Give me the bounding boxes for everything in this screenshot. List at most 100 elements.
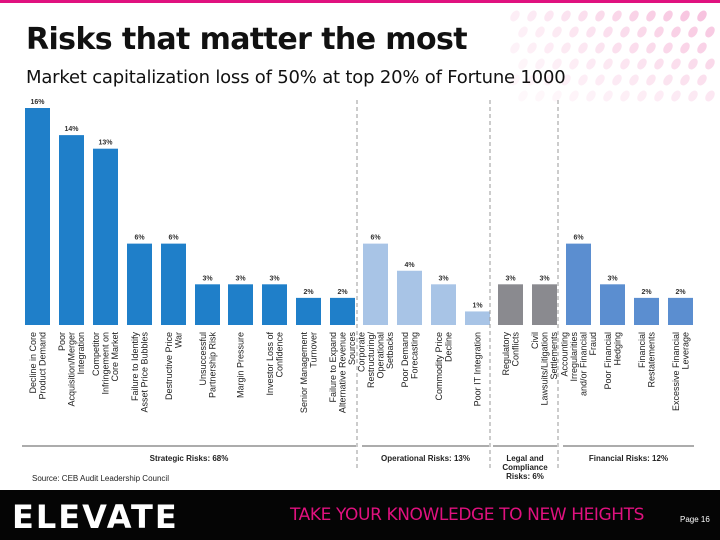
- decor-dot: [527, 42, 537, 54]
- decor-dot: [705, 90, 715, 102]
- decor-dot: [552, 90, 562, 102]
- bar: [127, 243, 152, 325]
- decor-dot: [586, 90, 596, 102]
- decor-dot: [629, 10, 639, 22]
- decor-dot: [510, 10, 520, 22]
- bar-value-label: 6%: [168, 235, 179, 242]
- decor-dot: [612, 42, 622, 54]
- decor-dot: [697, 10, 707, 22]
- decor-dot: [578, 42, 588, 54]
- category-label: CivilLawsuits/LitigationSettlements: [530, 332, 559, 406]
- risk-bar-chart: 16% Decline in CoreProduct Demand 14% PoorA…: [22, 99, 694, 481]
- decor-dot: [544, 74, 554, 86]
- decor-dot: [586, 26, 596, 38]
- decor-dot: [535, 26, 545, 38]
- top-accent-rule: [0, 0, 720, 3]
- decor-dot: [612, 74, 622, 86]
- decor-dot: [544, 42, 554, 54]
- decor-dot: [561, 10, 571, 22]
- decor-dot: [646, 10, 656, 22]
- bar-value-label: 1%: [472, 302, 483, 309]
- decor-dot: [654, 58, 664, 70]
- category-label: AccountingIrregularitiesand/or Financial…: [559, 332, 598, 397]
- bar-value-label: 3%: [438, 275, 449, 282]
- footer-tagline: TAKE YOUR KNOWLEDGE TO NEW HEIGHTS: [290, 505, 645, 525]
- footer-bar: ELEVATE TAKE YOUR KNOWLEDGE TO NEW HEIGH…: [0, 490, 720, 540]
- category-label: Margin Pressure: [236, 332, 246, 398]
- decor-dot: [595, 42, 605, 54]
- decor-dot: [518, 26, 528, 38]
- decor-dot: [680, 74, 690, 86]
- group-label: Legal and Compliance Risks: 6%: [502, 454, 548, 481]
- category-label: Poor FinancialHedging: [603, 332, 623, 390]
- bar-value-label: 2%: [303, 289, 314, 296]
- decor-dot: [620, 90, 630, 102]
- bar: [228, 284, 253, 325]
- source-note: Source: CEB Audit Leadership Council: [32, 474, 169, 483]
- bar-value-label: 3%: [269, 275, 280, 282]
- decor-dot: [535, 58, 545, 70]
- decor-dot: [680, 42, 690, 54]
- decor-dot: [705, 58, 715, 70]
- bar: [93, 148, 118, 325]
- bar: [363, 243, 388, 325]
- group-label: Strategic Risks: 68%: [150, 454, 229, 463]
- decor-dot: [578, 10, 588, 22]
- decor-dot: [637, 26, 647, 38]
- bar: [161, 243, 186, 325]
- bar-value-label: 3%: [235, 275, 246, 282]
- decor-dot: [527, 10, 537, 22]
- category-label: Destructive PriceWar: [164, 332, 184, 400]
- decor-dot: [595, 10, 605, 22]
- decor-dot: [705, 26, 715, 38]
- bar: [600, 284, 625, 325]
- decor-dot: [688, 90, 698, 102]
- bar-value-label: 14%: [64, 126, 79, 133]
- bar-value-label: 6%: [370, 235, 381, 242]
- slide-subtitle: Market capitalization loss of 50% at top…: [26, 67, 566, 88]
- category-label: Failure to IdentifyAsset Price Bubbles: [130, 332, 150, 413]
- decor-dot: [569, 58, 579, 70]
- bar: [431, 284, 456, 325]
- page-number: Page 16: [680, 515, 710, 524]
- bar: [59, 135, 84, 325]
- category-label: Senior ManagementTurnover: [299, 332, 319, 414]
- decor-dot: [544, 10, 554, 22]
- decor-dot: [663, 42, 673, 54]
- decor-dot: [527, 74, 537, 86]
- decor-dot: [578, 74, 588, 86]
- decor-dot: [637, 90, 647, 102]
- category-label: UnsuccessfulPartnership Risk: [198, 332, 218, 399]
- decor-dot: [688, 58, 698, 70]
- bar: [634, 297, 659, 325]
- bar: [195, 284, 220, 325]
- bar: [668, 297, 693, 325]
- bar-value-label: 4%: [404, 262, 415, 269]
- bar-value-label: 2%: [675, 289, 686, 296]
- category-label: Poor IT Integration: [473, 332, 483, 406]
- decor-dot: [663, 74, 673, 86]
- category-label: FinancialRestatements: [637, 332, 657, 388]
- category-label: Decline in CoreProduct Demand: [28, 332, 48, 400]
- bar-value-label: 3%: [607, 275, 618, 282]
- category-label: PoorAcquisition/MergerIntegration: [57, 332, 86, 407]
- decor-dot: [671, 90, 681, 102]
- decor-dot: [646, 42, 656, 54]
- decor-dot: [612, 10, 622, 22]
- bar-value-label: 3%: [505, 275, 516, 282]
- bar: [296, 297, 321, 325]
- decor-dot: [680, 10, 690, 22]
- decor-dot: [620, 58, 630, 70]
- decor-dot: [510, 42, 520, 54]
- decor-dot: [552, 26, 562, 38]
- bar: [498, 284, 523, 325]
- decor-dot: [697, 74, 707, 86]
- bar-value-label: 2%: [337, 289, 348, 296]
- category-label: CompetitorInfringement onCore Market: [91, 332, 120, 395]
- decor-dot: [552, 58, 562, 70]
- group-label: Operational Risks: 13%: [381, 454, 470, 463]
- slide-title: Risks that matter the most: [26, 22, 468, 57]
- bar: [330, 297, 355, 325]
- decor-dot: [620, 26, 630, 38]
- category-label: Commodity PriceDecline: [434, 332, 454, 401]
